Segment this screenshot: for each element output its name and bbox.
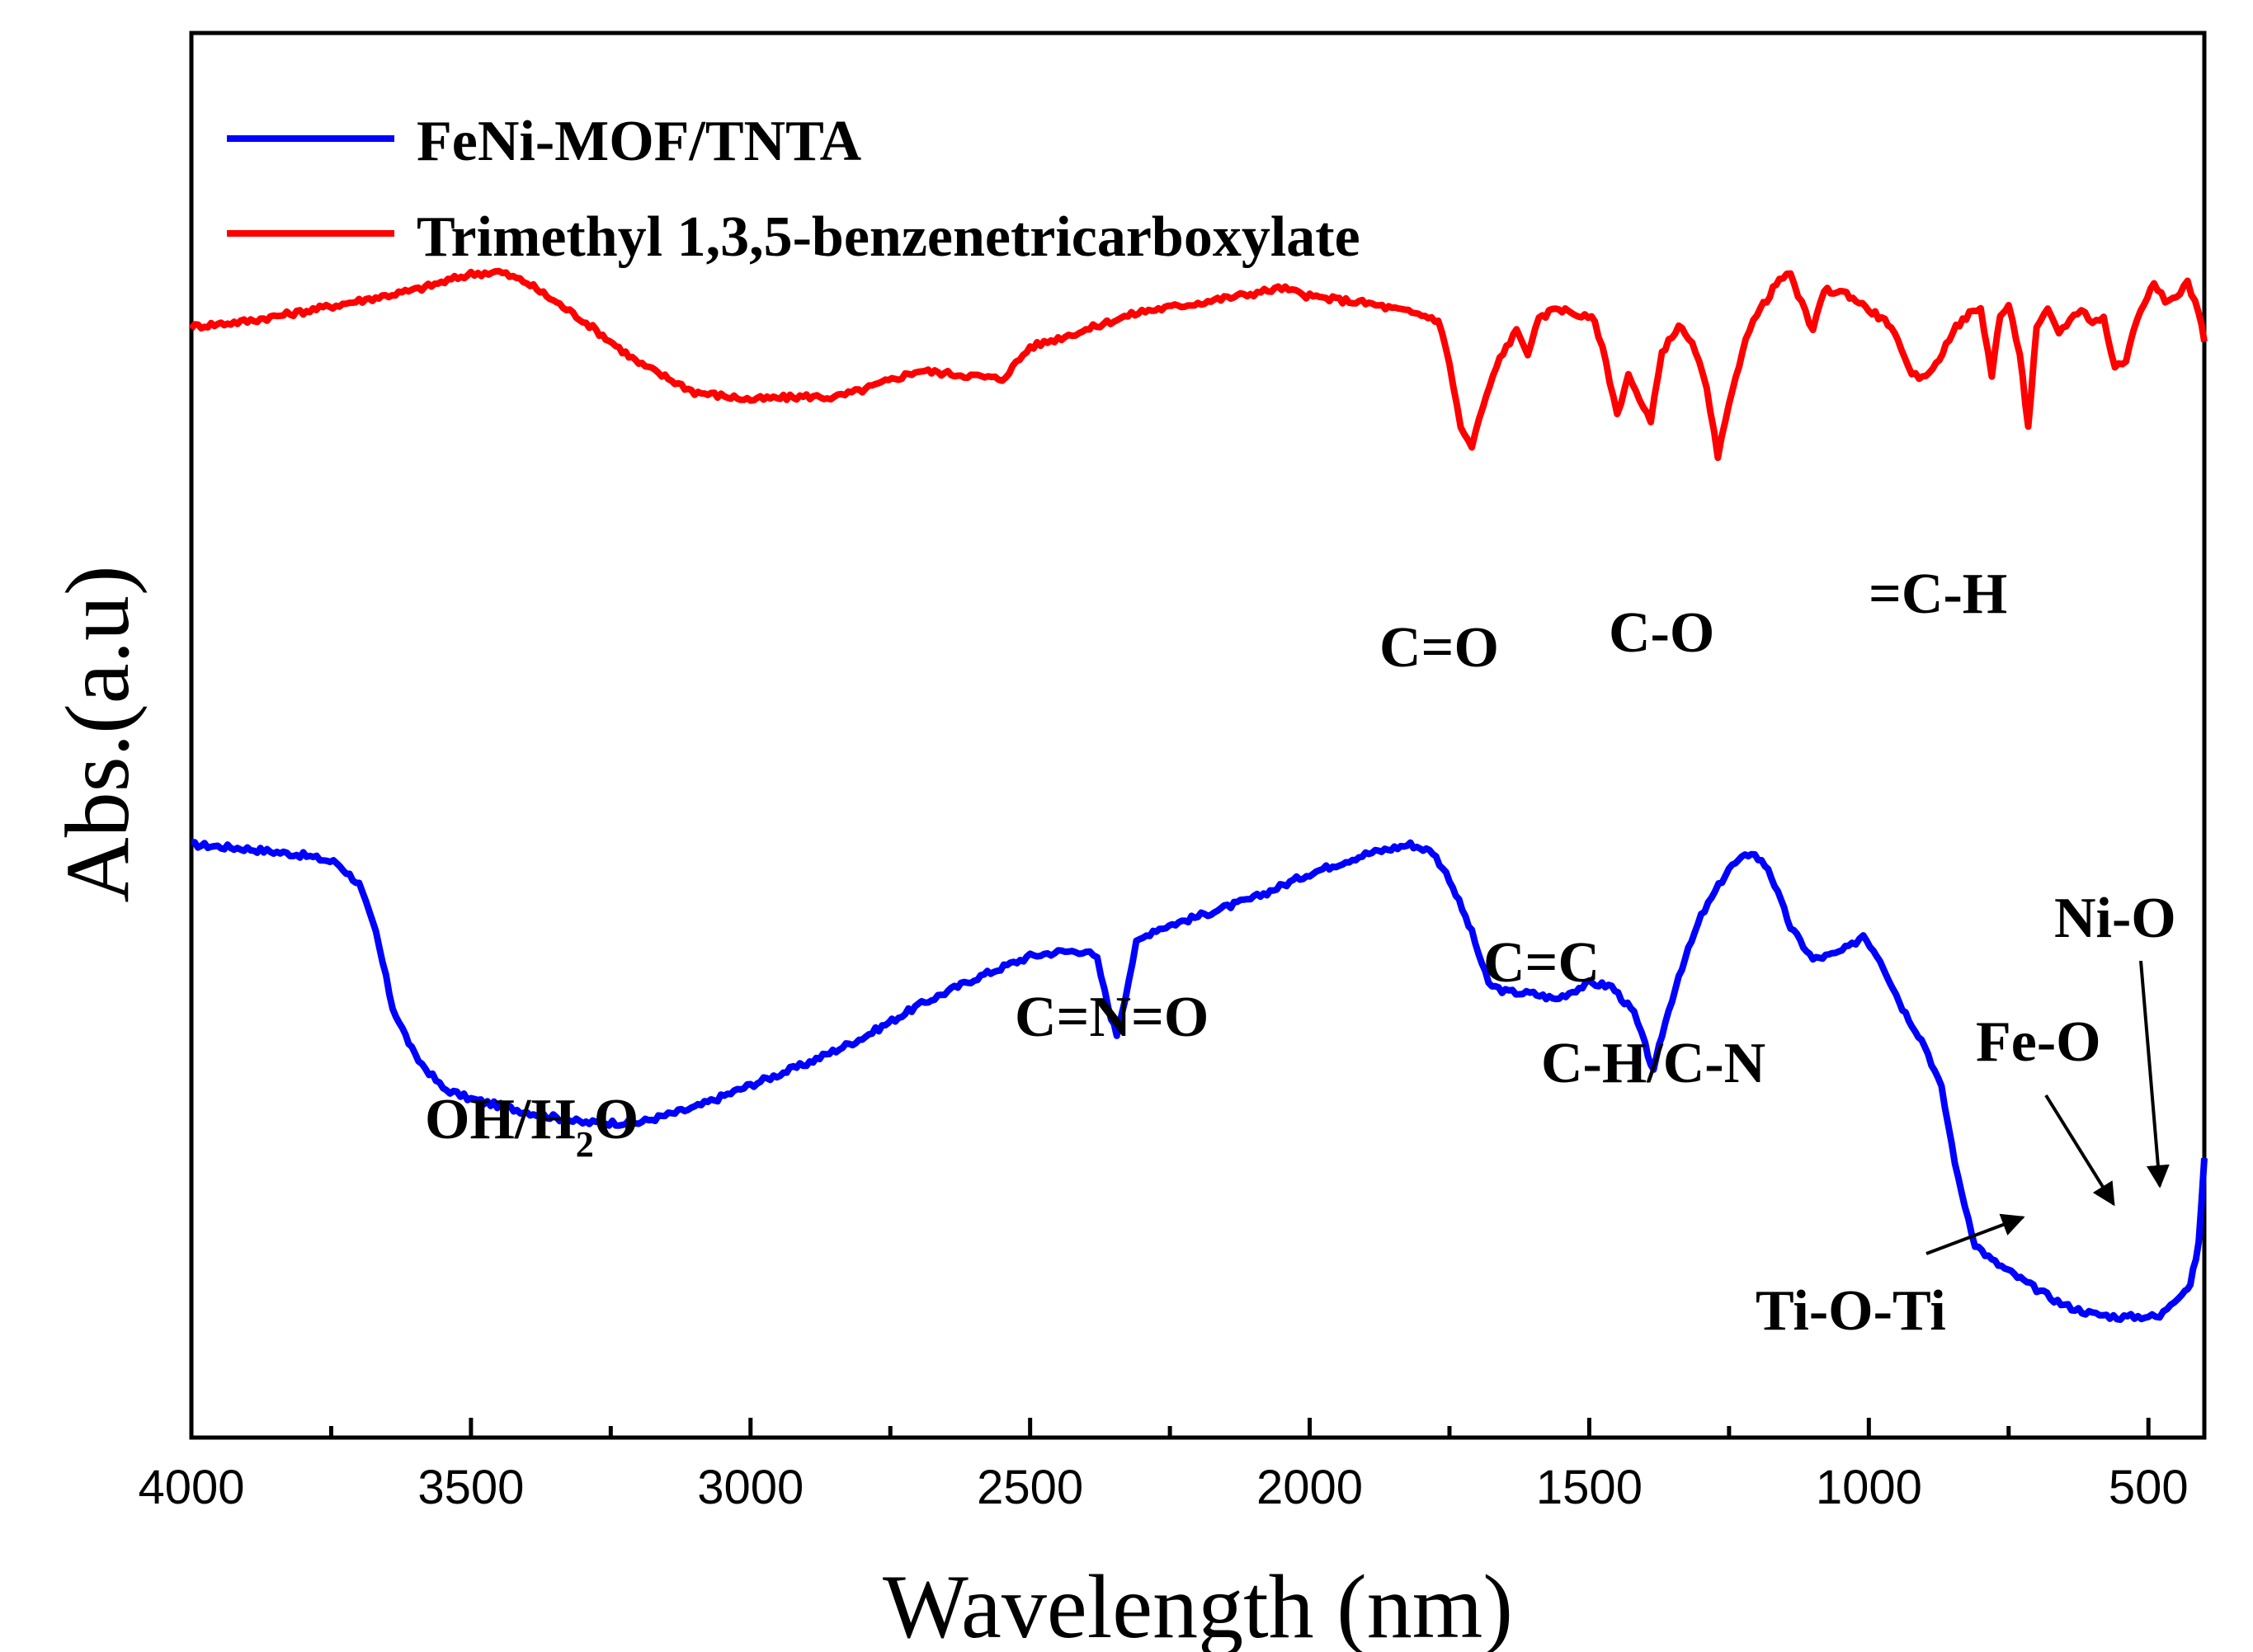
annotation-c-o-single: C-O	[1609, 601, 1714, 665]
x-tick-label-1000: 1000	[1816, 1461, 1922, 1514]
x-tick-label-1500: 1500	[1536, 1461, 1643, 1514]
annotation-c-o-double: C=O	[1379, 616, 1499, 680]
y-axis-title: Abs.(a.u)	[47, 565, 148, 902]
x-tick-label-3500: 3500	[417, 1461, 524, 1514]
x-axis-ticks: 4000 3500 3000 2500 2000 1500 1000 500	[138, 1418, 2189, 1514]
arrow-fe-o	[2044, 1094, 2115, 1207]
annotation-oh-h2o-main: OH/H	[425, 1088, 576, 1151]
annotation-oh-h2o-suffix: O	[594, 1088, 639, 1151]
annotation-oh-h2o: OH/H2O	[425, 1088, 639, 1165]
annotation-ni-o: Ni-O	[2054, 887, 2176, 950]
legend-label-trimethyl: Trimethyl 1,3,5-benzenetricarboxylate	[417, 205, 1360, 269]
legend: FeNi-MOF/TNTA Trimethyl 1,3,5-benzenetri…	[227, 110, 1360, 269]
x-axis-title: Wavelength (nm)	[883, 1556, 1513, 1652]
x-tick-label-2500: 2500	[977, 1461, 1083, 1514]
annotation-c-h-alkene: =C-H	[1869, 562, 2007, 626]
x-tick-label-2000: 2000	[1256, 1461, 1363, 1514]
x-tick-label-3000: 3000	[697, 1461, 804, 1514]
x-tick-label-500: 500	[2109, 1461, 2189, 1514]
annotation-c-n-o: C=N=O	[1015, 986, 1209, 1049]
annotation-c-h-c-n: C-H/C-N	[1541, 1032, 1765, 1095]
annotation-oh-h2o-sub: 2	[576, 1124, 594, 1165]
series-layer	[188, 267, 2208, 1324]
arrow-ti-o-ti	[1925, 1213, 2025, 1255]
annotation-c-c: C=C	[1483, 931, 1600, 995]
annotation-ti-o-ti: Ti-O-Ti	[1756, 1279, 1946, 1343]
series-line-feni-mof-tnta	[191, 839, 2208, 1324]
annotation-fe-o: Fe-O	[1976, 1010, 2101, 1074]
plot-frame	[189, 31, 2207, 1440]
arrow-ni-o	[2139, 960, 2170, 1188]
legend-label-feni-mof: FeNi-MOF/TNTA	[417, 110, 862, 173]
x-tick-label-4000: 4000	[138, 1461, 244, 1514]
series-line-trimethyl-btc	[188, 267, 2208, 461]
annotations: C=O C-O =C-H OH/H2O C=N=O C=C C-H/C-N Ti…	[425, 562, 2176, 1343]
